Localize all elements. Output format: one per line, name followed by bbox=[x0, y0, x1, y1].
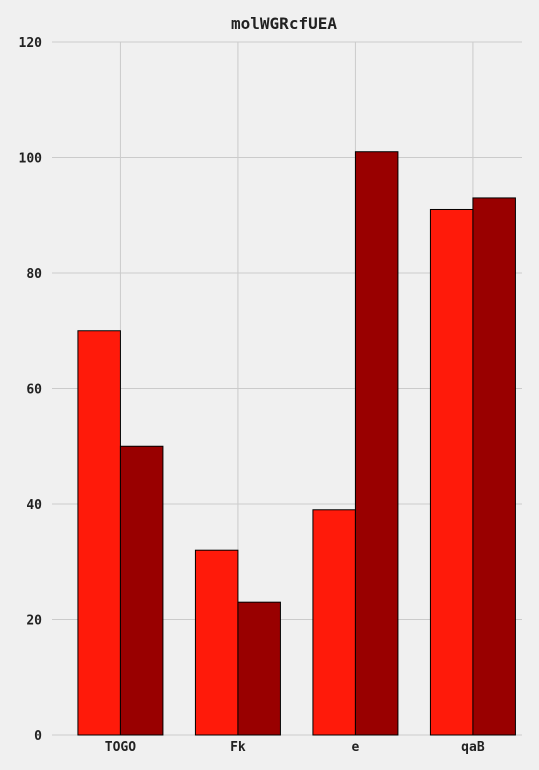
x-tick-label: e bbox=[352, 740, 360, 755]
bar-series-1-togo bbox=[77, 330, 121, 736]
y-tick-label: 20 bbox=[26, 614, 42, 629]
bar-series-1-fk bbox=[194, 549, 239, 736]
y-tick-label: 0 bbox=[34, 729, 42, 744]
bar-series-2-togo bbox=[119, 445, 164, 736]
y-tick-label: 40 bbox=[26, 498, 42, 513]
y-tick-label: 120 bbox=[19, 36, 43, 51]
bars bbox=[77, 151, 516, 736]
bar-series-2-fk bbox=[237, 601, 281, 736]
x-tick-labels: TOGO Fk e qaB bbox=[105, 740, 485, 755]
chart-title: molWGRcfUEA bbox=[231, 14, 337, 33]
bar-series-2-qab bbox=[472, 197, 516, 736]
y-tick-label: 60 bbox=[26, 383, 42, 398]
bar-series-1-e bbox=[312, 509, 356, 736]
bar-series-2-e bbox=[354, 151, 399, 736]
x-tick-label: qaB bbox=[461, 740, 485, 755]
y-tick-label: 80 bbox=[26, 267, 42, 282]
y-tick-labels: 0 20 40 60 80 100 120 bbox=[19, 36, 43, 744]
y-tick-label: 100 bbox=[19, 152, 43, 167]
bar-series-1-qab bbox=[429, 208, 474, 736]
x-tick-label: Fk bbox=[230, 740, 246, 755]
x-tick-label: TOGO bbox=[105, 740, 136, 755]
